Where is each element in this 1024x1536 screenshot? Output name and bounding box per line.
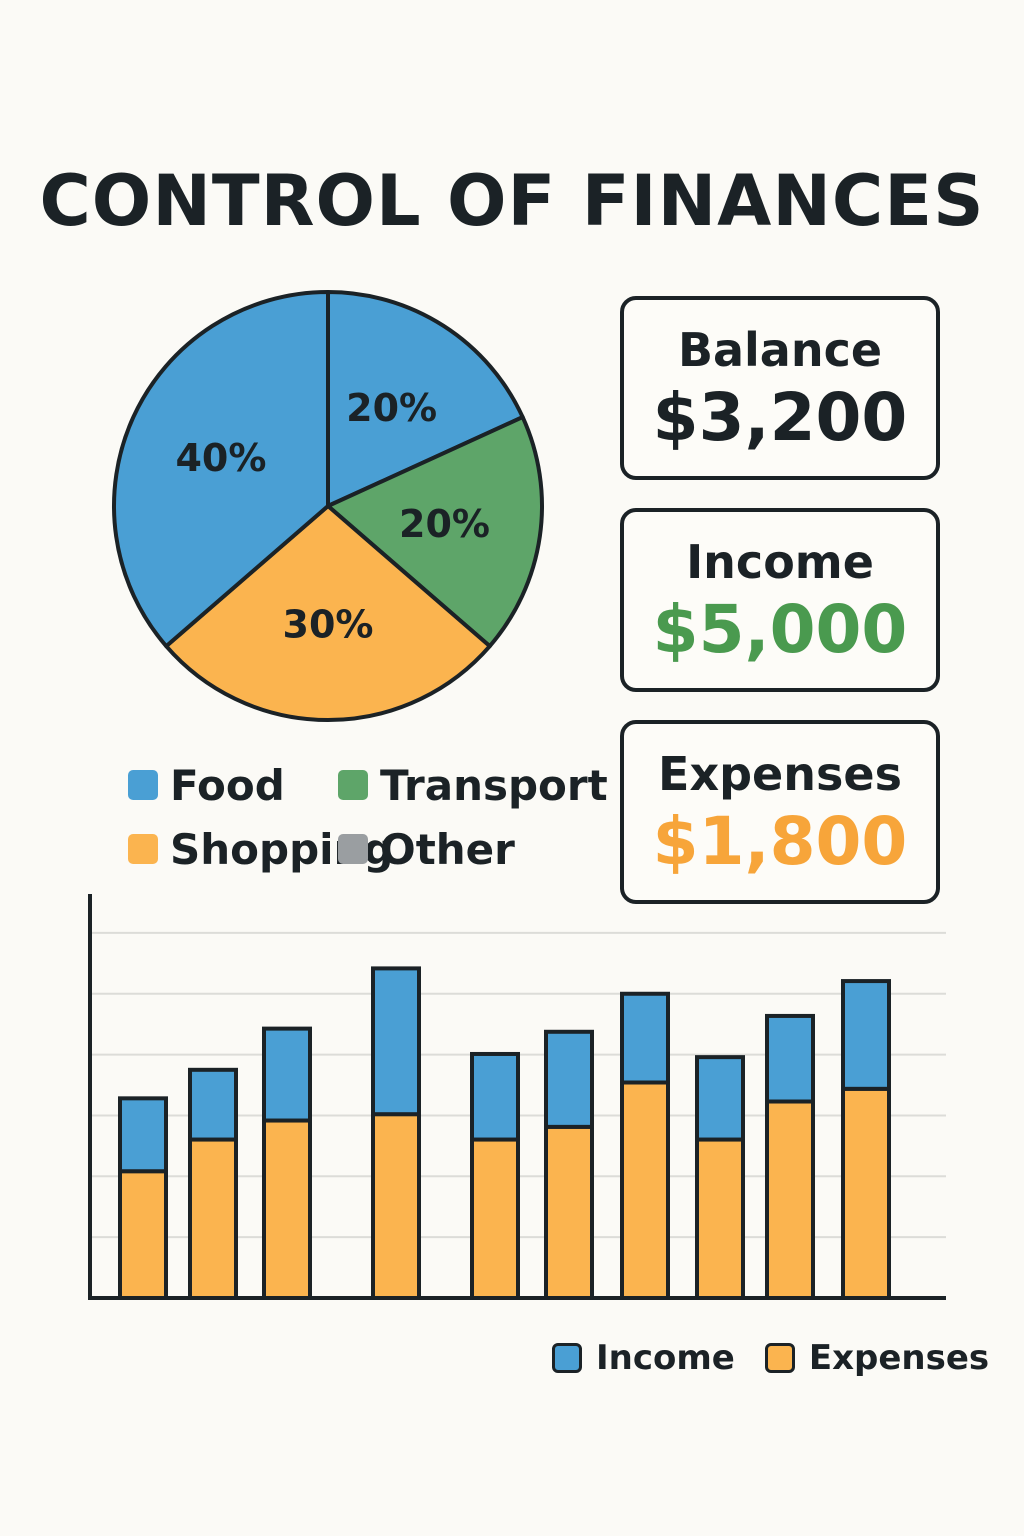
legend-label-food: Food: [170, 760, 285, 810]
balance-card: Balance $3,200: [620, 296, 940, 480]
bar-income: [695, 1055, 745, 1142]
bar-income: [262, 1026, 312, 1123]
bar-income: [470, 1051, 520, 1142]
expenses-label: Expenses: [658, 747, 902, 801]
legend-item-food: Food: [128, 760, 338, 810]
pie-slice: [112, 290, 330, 649]
legend-label-income: Income: [596, 1338, 735, 1378]
bar-expenses: [262, 1118, 312, 1300]
income-label: Income: [686, 535, 874, 589]
bar-expenses: [371, 1112, 421, 1300]
income-expenses-bar-chart: [88, 894, 946, 1301]
pie-slice-label: 40%: [175, 436, 266, 480]
expenses-swatch-icon: [764, 1343, 795, 1373]
income-card: Income $5,000: [620, 508, 940, 692]
bar-expenses: [765, 1099, 815, 1300]
pie-slice-label: 20%: [346, 386, 437, 430]
bar-expenses: [470, 1137, 520, 1300]
pie-slice: [326, 415, 544, 649]
bar-expenses: [620, 1080, 670, 1300]
bar-legend: Income Expenses: [552, 1336, 1019, 1380]
pie-legend: Food Transport Shopping Other: [128, 760, 608, 874]
bar-income: [544, 1029, 594, 1129]
legend-item-shopping: Shopping: [128, 824, 394, 874]
bar-income: [188, 1067, 238, 1142]
legend-item-expenses: Expenses: [764, 1333, 990, 1383]
page-title: CONTROL OF FINANCES: [39, 160, 985, 242]
legend-item-transport: Transport: [338, 760, 608, 810]
bar-income: [371, 966, 421, 1117]
legend-label-expenses: Expenses: [808, 1338, 990, 1378]
bar-expenses: [188, 1137, 238, 1300]
expenses-value: $1,800: [652, 803, 908, 880]
expenses-card: Expenses $1,800: [620, 720, 940, 904]
pie-slice: [164, 504, 492, 722]
pie-slice-label: 20%: [399, 502, 490, 546]
shopping-swatch-icon: [128, 834, 158, 864]
pie-slice: [326, 290, 525, 508]
bar-expenses: [544, 1124, 594, 1300]
legend-item-income: Income: [552, 1333, 735, 1383]
bar-expenses: [118, 1169, 168, 1301]
transport-swatch-icon: [338, 770, 368, 800]
food-swatch-icon: [128, 770, 158, 800]
other-swatch-icon: [338, 834, 368, 864]
balance-value: $3,200: [652, 379, 908, 456]
legend-item-other: Other: [338, 824, 598, 874]
income-swatch-icon: [552, 1343, 582, 1373]
bar-expenses: [695, 1137, 745, 1300]
expense-pie-chart: 20% 20% 30% 40%: [112, 290, 544, 722]
bar-income: [841, 979, 891, 1091]
bar-expenses: [841, 1086, 891, 1300]
pie-slice-label: 30%: [283, 603, 374, 647]
bar-income: [765, 1013, 815, 1104]
bar-income: [620, 991, 670, 1085]
income-value: $5,000: [652, 591, 908, 668]
bar-income: [118, 1096, 168, 1174]
legend-label-transport: Transport: [380, 760, 608, 810]
legend-label-other: Other: [380, 824, 515, 874]
balance-label: Balance: [677, 323, 883, 377]
